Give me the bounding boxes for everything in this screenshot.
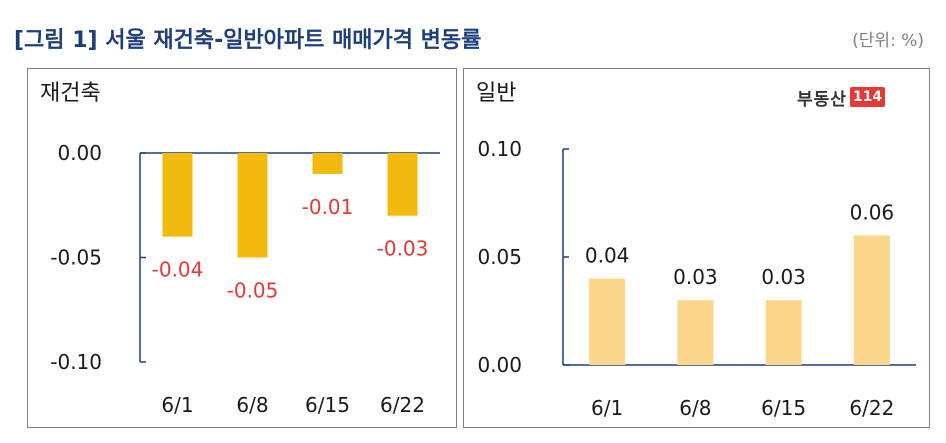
reconstruction-value-label: -0.01 xyxy=(302,195,354,219)
x-tick-label: 6/1 xyxy=(591,396,623,420)
general-value-label: 0.03 xyxy=(761,265,806,289)
general-value-label: 0.03 xyxy=(673,265,718,289)
reconstruction-value-label: -0.05 xyxy=(227,279,279,303)
logo-text: 부동산 xyxy=(797,89,847,110)
x-tick-label: 6/22 xyxy=(849,396,894,420)
x-tick-label: 6/8 xyxy=(236,393,268,417)
y-tick-label: 0.00 xyxy=(57,141,102,165)
general-chart: 0.10 0.05 0.00 0.04 6/1 0.03 6/8 0.03 6/15 0.06 6/… xyxy=(477,137,916,420)
logo-badge: 114 xyxy=(849,87,886,107)
reconstruction-bar xyxy=(387,153,418,216)
y-tick-label: -0.05 xyxy=(50,246,102,270)
x-tick-label: 6/1 xyxy=(161,393,193,417)
x-tick-label: 6/22 xyxy=(380,393,425,417)
general-bar xyxy=(853,235,890,365)
reconstruction-bar xyxy=(237,153,268,258)
x-tick-label: 6/15 xyxy=(305,393,350,417)
general-value-label: 0.06 xyxy=(850,200,895,224)
reconstruction-bar xyxy=(162,153,193,237)
reconstruction-chart: 0.00 -0.05 -0.10 -0.04 6/1 -0.05 6/8 -0.01 6/15 -… xyxy=(50,141,440,417)
y-tick-label: 0.05 xyxy=(477,245,522,269)
reconstruction-bar xyxy=(312,153,343,174)
general-bar xyxy=(765,300,802,365)
reconstruction-value-label: -0.04 xyxy=(152,258,204,282)
general-bar xyxy=(589,278,626,365)
y-tick-label: 0.10 xyxy=(477,137,522,161)
y-tick-label: -0.10 xyxy=(50,350,102,374)
reconstruction-value-label: -0.03 xyxy=(377,237,429,261)
general-bar xyxy=(677,300,714,365)
chart-title: [그림 1] 서울 재건축-일반아파트 매매가격 변동률 xyxy=(14,28,482,53)
general-panel-label: 일반 xyxy=(476,81,517,106)
reconstruction-panel-label: 재건축 xyxy=(40,81,101,106)
x-tick-label: 6/15 xyxy=(761,396,806,420)
reconstruction-panel: 재건축 0.00 -0.05 -0.10 -0.04 6/1 -0.05 6/8 -0.01 6… xyxy=(27,68,457,428)
x-tick-label: 6/8 xyxy=(679,396,711,420)
unit-label: (단위: %) xyxy=(852,31,924,51)
general-value-label: 0.04 xyxy=(585,244,630,268)
general-panel: 일반 부동산 114 0.10 0.05 0.00 0.04 6/1 0.03 6/8 0.0… xyxy=(463,68,930,428)
y-tick-label: 0.00 xyxy=(477,353,522,377)
brand-logo: 부동산 114 xyxy=(797,83,886,111)
